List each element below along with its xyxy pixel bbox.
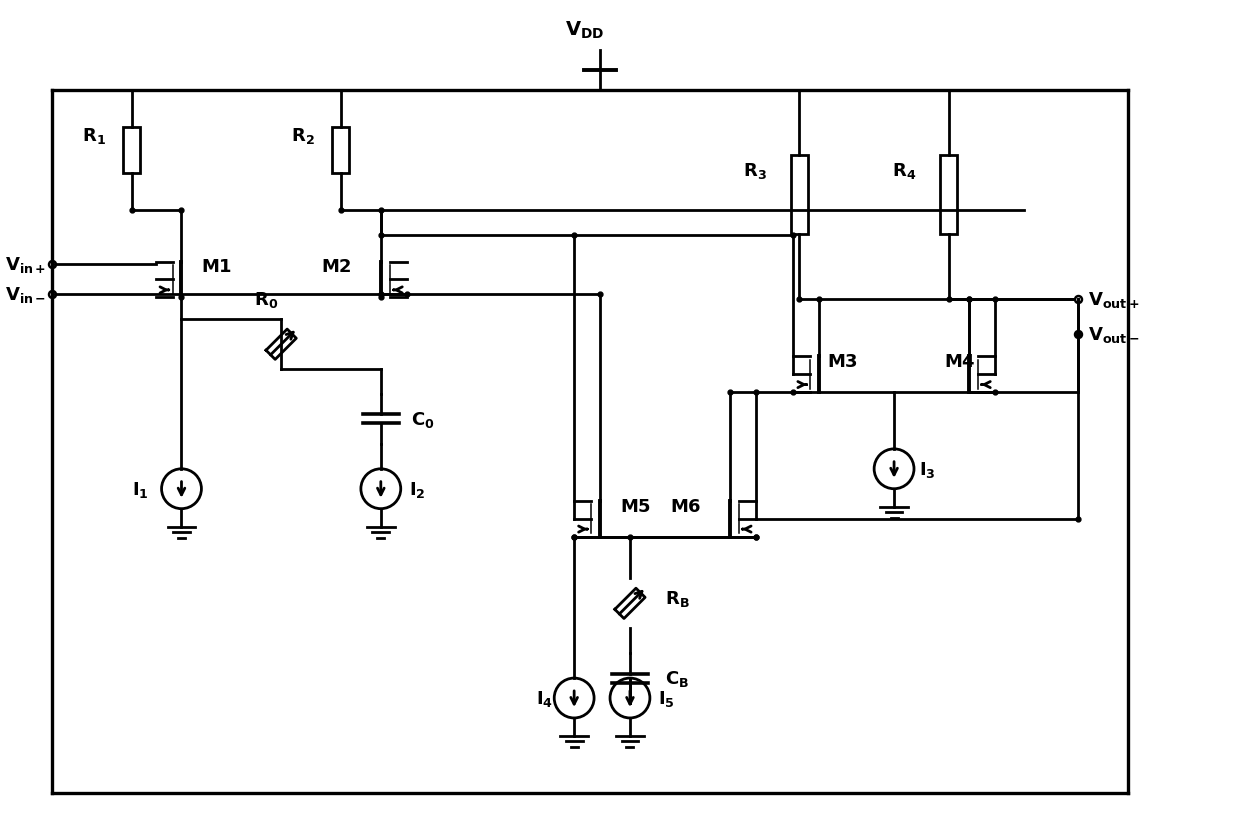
Text: $\mathbf{I_4}$: $\mathbf{I_4}$ (536, 688, 553, 708)
Text: $\mathbf{C_B}$: $\mathbf{C_B}$ (665, 668, 689, 688)
Text: $\mathbf{I_2}$: $\mathbf{I_2}$ (409, 479, 425, 499)
Bar (791, 156, 808, 235)
Text: $\mathbf{I_3}$: $\mathbf{I_3}$ (919, 459, 936, 479)
Text: $\mathbf{R_3}$: $\mathbf{R_3}$ (743, 161, 766, 180)
Text: $\mathbf{M6}$: $\mathbf{M6}$ (670, 497, 702, 515)
Text: $\mathbf{R_4}$: $\mathbf{R_4}$ (892, 161, 916, 180)
Text: $\mathbf{V_{out+}}$: $\mathbf{V_{out+}}$ (1089, 290, 1140, 310)
Text: $\mathbf{R_0}$: $\mathbf{R_0}$ (254, 290, 278, 310)
Text: $\mathbf{V_{in-}}$: $\mathbf{V_{in-}}$ (5, 285, 46, 305)
Text: $\mathbf{V_{DD}}$: $\mathbf{V_{DD}}$ (565, 20, 605, 41)
Text: $\mathbf{R_B}$: $\mathbf{R_B}$ (665, 589, 689, 609)
Text: $\mathbf{M5}$: $\mathbf{M5}$ (620, 497, 651, 515)
Text: $\mathbf{I_5}$: $\mathbf{I_5}$ (658, 688, 675, 708)
Bar (332, 128, 350, 174)
Text: $\mathbf{V_{in+}}$: $\mathbf{V_{in+}}$ (5, 256, 46, 275)
Bar (123, 128, 140, 174)
Bar (940, 156, 957, 235)
Text: $\mathbf{M4}$: $\mathbf{M4}$ (944, 353, 976, 371)
Text: $\mathbf{V_{out-}}$: $\mathbf{V_{out-}}$ (1089, 325, 1140, 345)
Text: $\mathbf{M3}$: $\mathbf{M3}$ (827, 353, 858, 371)
Text: $\mathbf{R_2}$: $\mathbf{R_2}$ (291, 126, 315, 146)
Text: $\mathbf{M2}$: $\mathbf{M2}$ (321, 258, 352, 276)
Text: $\mathbf{M1}$: $\mathbf{M1}$ (201, 258, 233, 276)
Text: $\mathbf{C_0}$: $\mathbf{C_0}$ (410, 410, 434, 429)
Text: $\mathbf{I_1}$: $\mathbf{I_1}$ (131, 479, 149, 499)
Text: $\mathbf{R_1}$: $\mathbf{R_1}$ (82, 126, 105, 146)
